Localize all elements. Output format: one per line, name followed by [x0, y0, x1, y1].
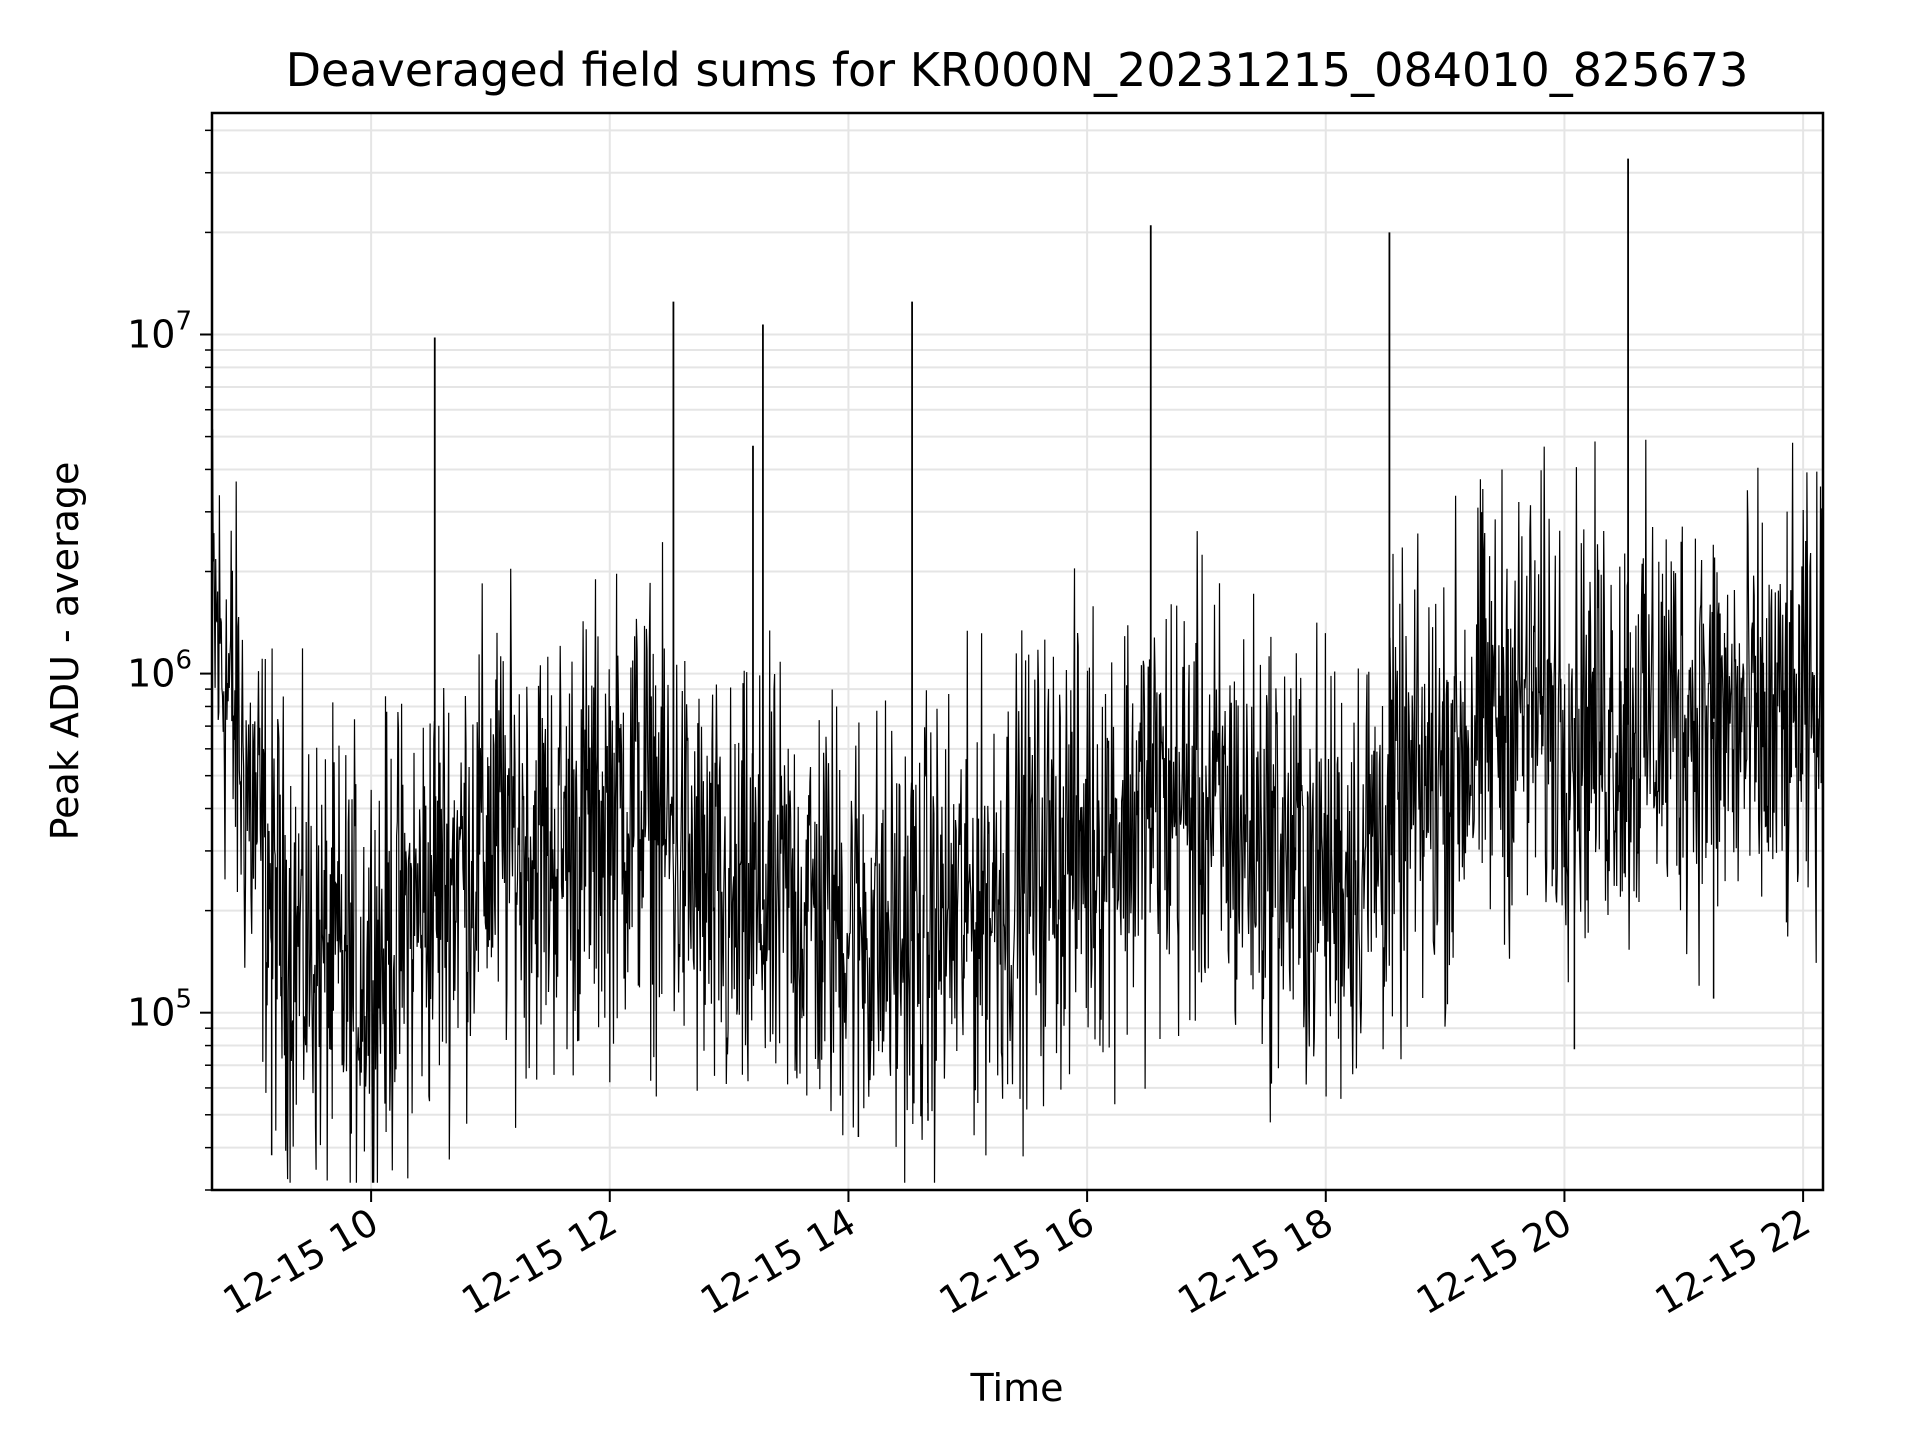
- y-tick-label: 107: [127, 307, 192, 357]
- data-layer: [212, 158, 1823, 1183]
- y-tick-base: 10: [127, 313, 175, 357]
- chart-title: Deaveraged field sums for KR000N_2023121…: [286, 43, 1749, 97]
- y-axis-label: Peak ADU - average: [43, 462, 87, 841]
- y-tick-exponent: 5: [175, 985, 192, 1015]
- y-tick-label: 106: [127, 646, 192, 696]
- y-tick-base: 10: [127, 991, 175, 1035]
- series-line: [212, 429, 1823, 1183]
- x-axis-label: Time: [970, 1366, 1064, 1410]
- y-tick-exponent: 6: [175, 646, 192, 676]
- plot-frame: [210, 111, 1825, 1192]
- y-tick-exponent: 7: [175, 307, 192, 337]
- y-tick-base: 10: [127, 652, 175, 696]
- y-tick-label: 105: [127, 985, 192, 1035]
